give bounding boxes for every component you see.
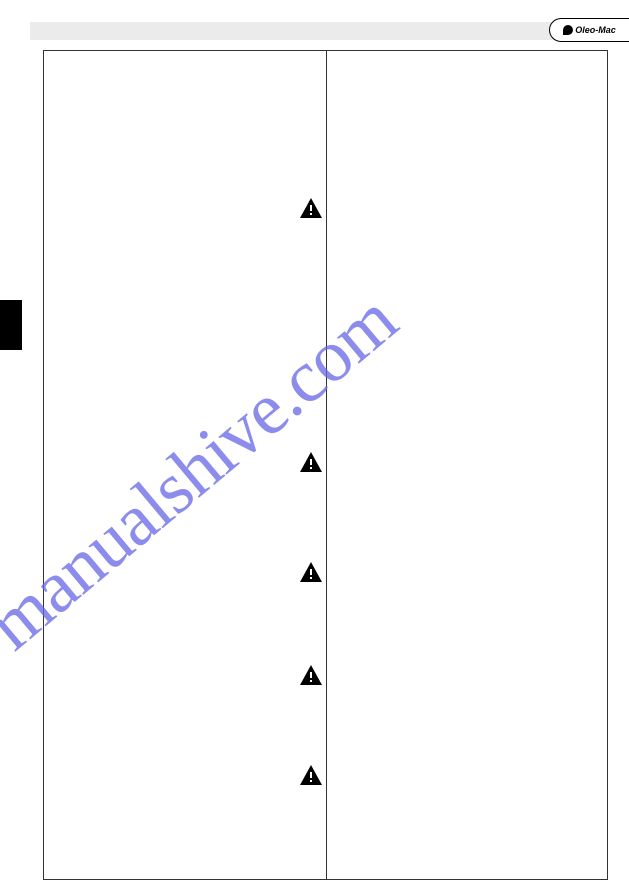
warning-icon [299,196,323,220]
side-tab [0,300,22,350]
warning-icon [299,663,323,687]
logo-mark-icon [563,25,573,35]
content-frame [43,50,608,880]
column-divider [326,51,327,879]
logo-text: Oleo-Mac [575,25,616,35]
warning-icon [299,763,323,787]
warning-icon [299,450,323,474]
brand-logo: Oleo-Mac [549,18,629,42]
warning-icon [299,560,323,584]
header-bar [30,22,629,40]
